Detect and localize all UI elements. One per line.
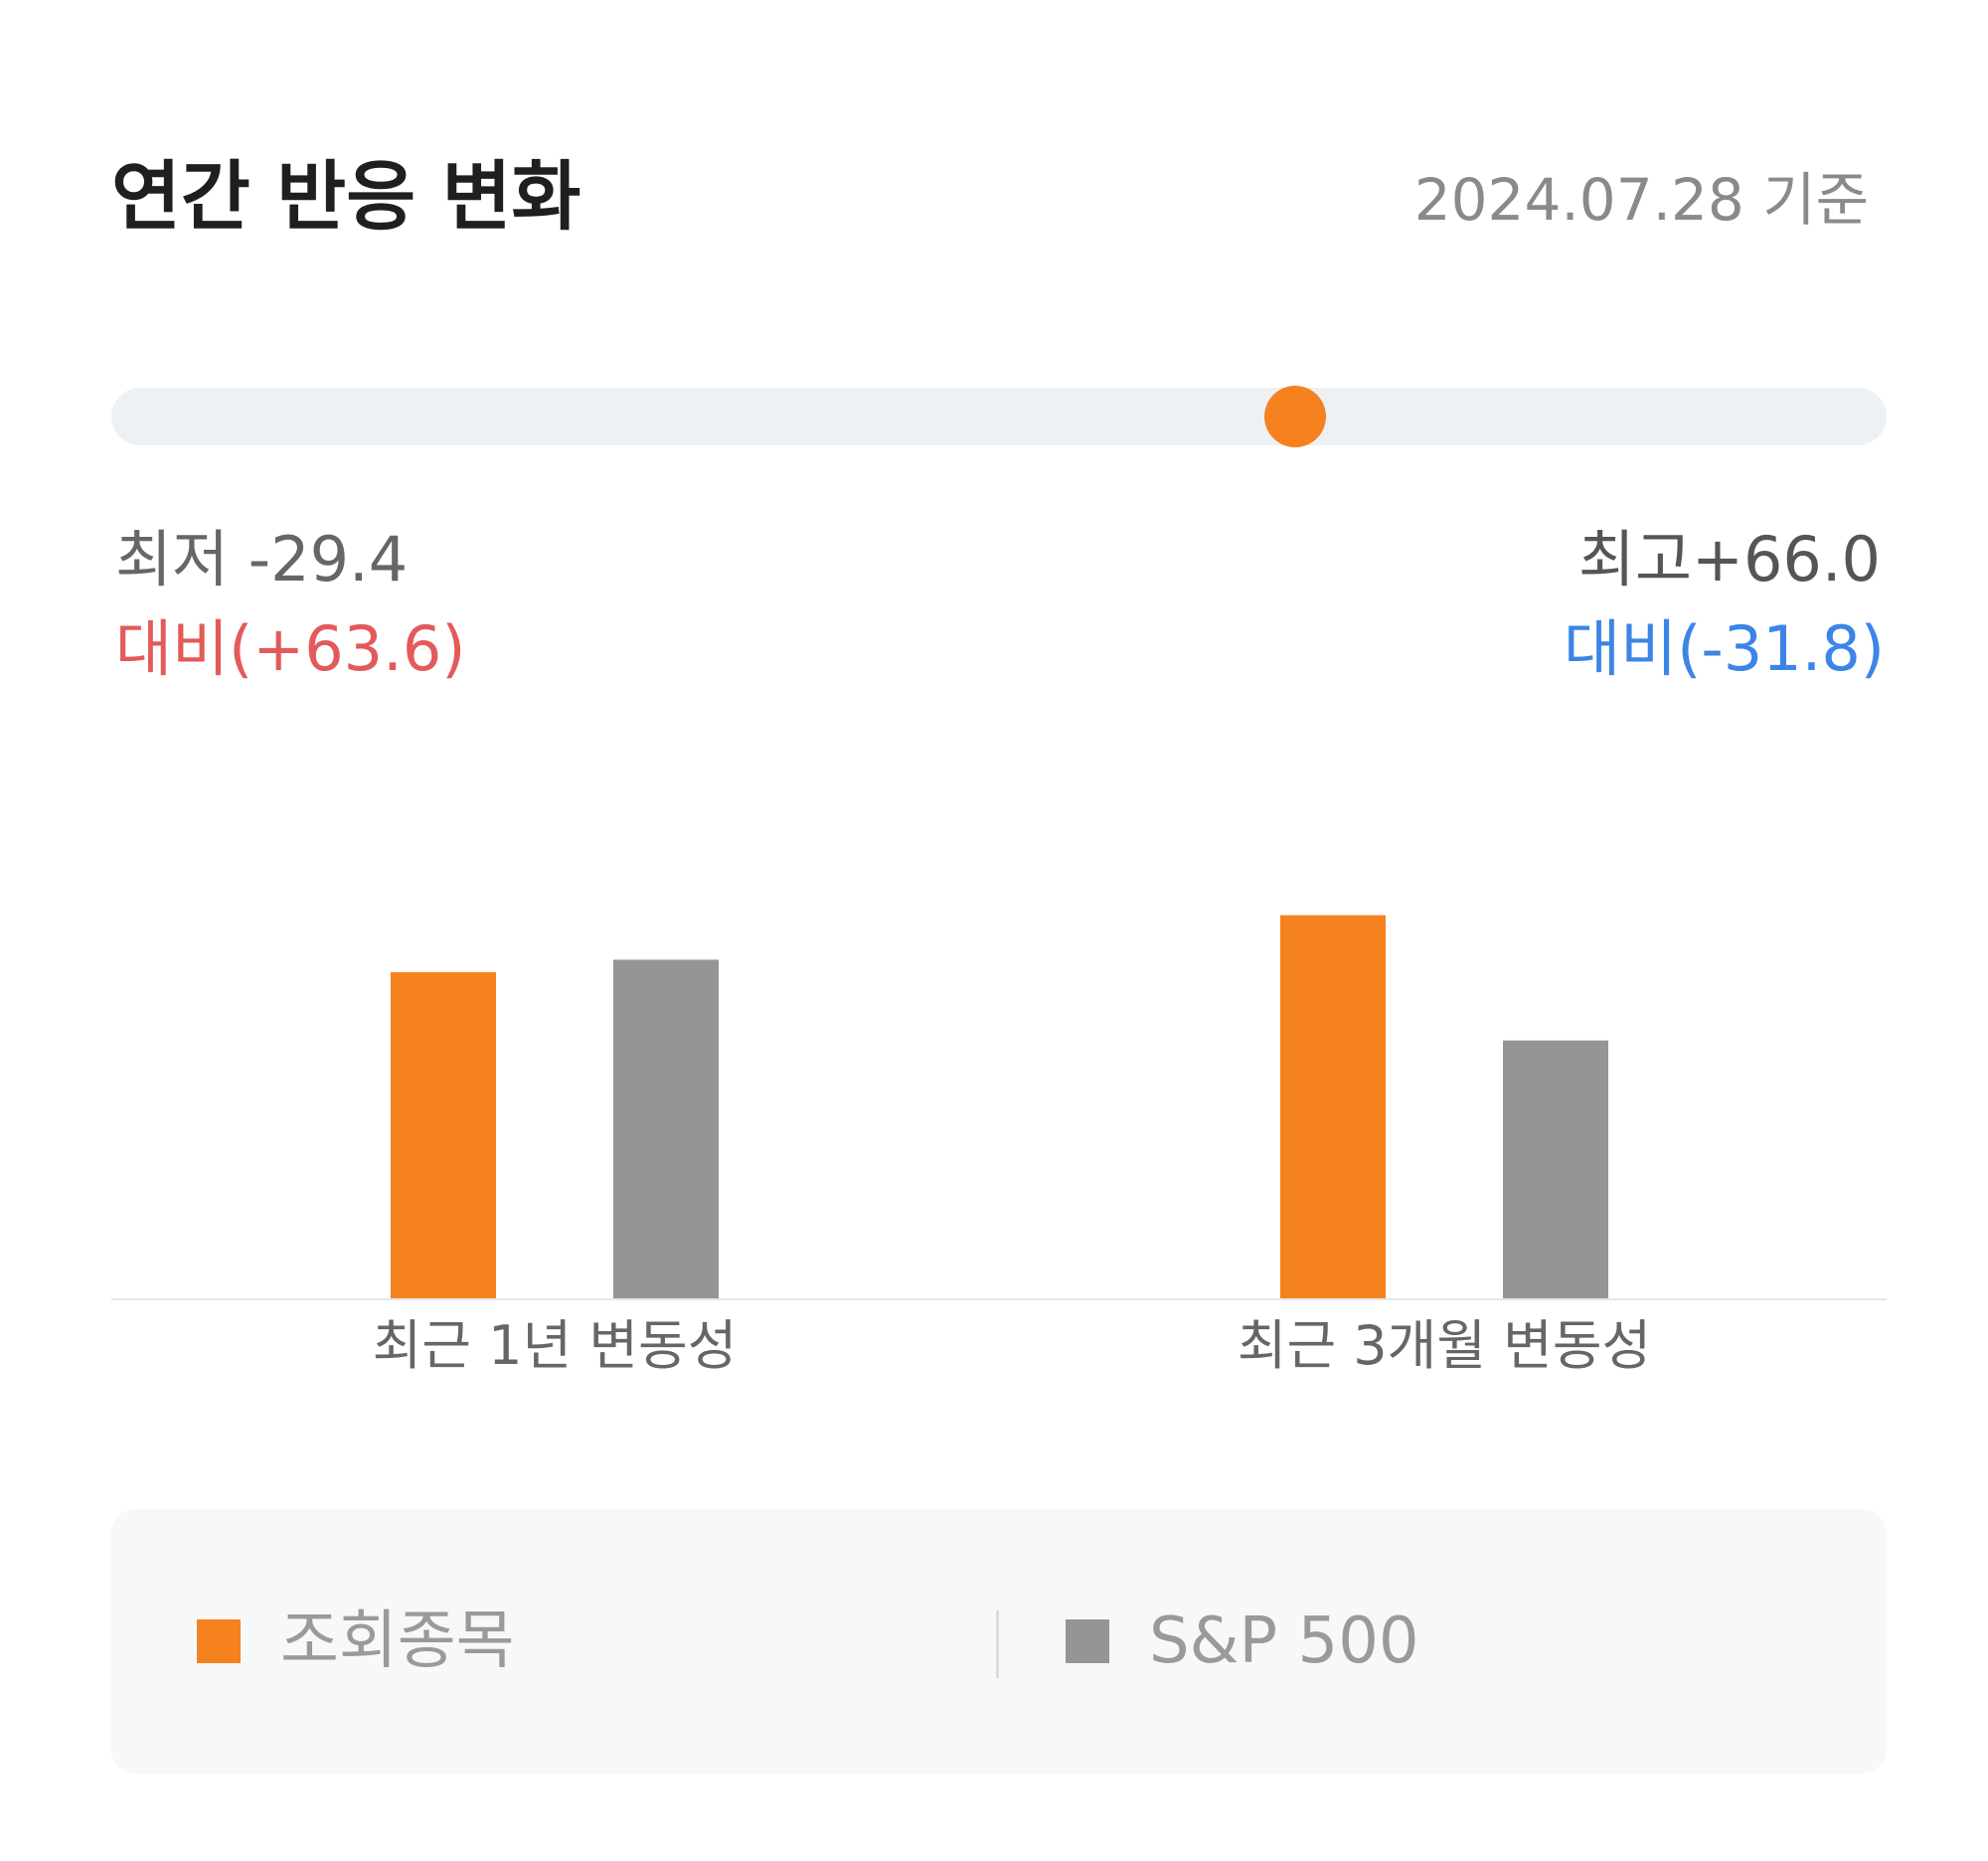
legend-divider bbox=[996, 1610, 999, 1678]
low-value: 최저 -29.4 bbox=[115, 523, 409, 595]
as-of-date: 2024.07.28 기준 bbox=[1413, 166, 1869, 234]
category-label-1: 최근 1년 변동성 bbox=[373, 1314, 738, 1377]
page-title: 연간 반응 변화 bbox=[111, 152, 581, 241]
legend-label-stock: 조회종목 bbox=[280, 1605, 515, 1678]
bar-sp500-1 bbox=[613, 959, 719, 1298]
legend: 조회종목 S&P 500 bbox=[111, 1509, 1887, 1774]
legend-label-sp500: S&P 500 bbox=[1149, 1605, 1419, 1678]
range-marker bbox=[1263, 386, 1326, 447]
category-label-2: 최근 3개월 변동성 bbox=[1238, 1314, 1651, 1377]
legend-swatch-sp500 bbox=[1066, 1619, 1109, 1663]
high-difference: 대비(-31.8) bbox=[1564, 612, 1885, 685]
low-difference: 대비(+63.6) bbox=[115, 612, 466, 685]
bar-stock-2 bbox=[1280, 915, 1386, 1298]
volatility-bar-chart: 최근 1년 변동성 최근 3개월 변동성 bbox=[111, 915, 1887, 1377]
bar-stock-1 bbox=[391, 971, 496, 1298]
legend-swatch-stock bbox=[197, 1619, 241, 1663]
legend-item-stock: 조회종목 bbox=[197, 1509, 515, 1774]
legend-item-sp500: S&P 500 bbox=[1066, 1509, 1419, 1774]
range-track bbox=[111, 388, 1887, 445]
high-value: 최고+66.0 bbox=[1577, 523, 1881, 595]
bar-sp500-2 bbox=[1503, 1040, 1608, 1298]
